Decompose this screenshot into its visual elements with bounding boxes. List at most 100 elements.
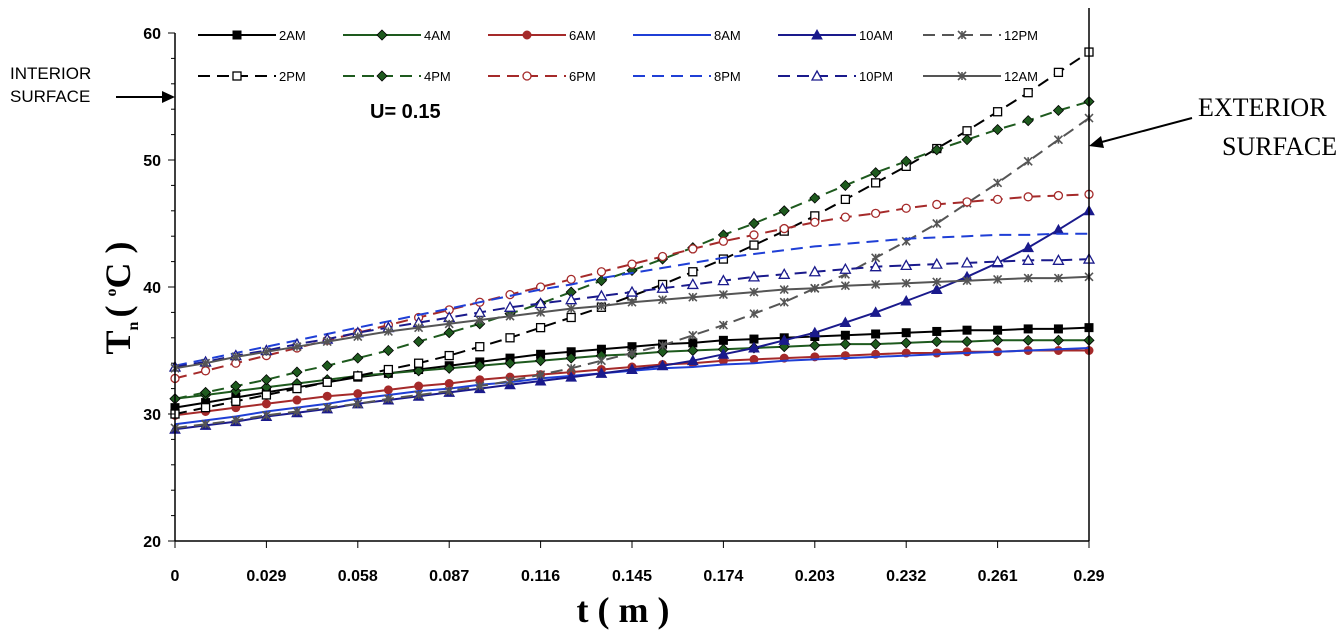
data-point (1022, 334, 1034, 346)
legend-label: 8AM (714, 28, 741, 43)
data-point (383, 394, 393, 404)
data-point (992, 194, 1003, 205)
data-point (503, 300, 517, 312)
data-point (534, 374, 547, 386)
interior-arrow-icon (116, 91, 175, 103)
data-point (718, 290, 728, 300)
data-point (957, 71, 967, 81)
data-point (901, 278, 911, 288)
data-point (231, 415, 241, 425)
data-point (718, 236, 729, 246)
data-point (536, 307, 546, 317)
series-group (168, 47, 1096, 434)
data-point (522, 71, 532, 81)
data-point (869, 260, 882, 272)
data-point (718, 320, 728, 330)
legend-label: 8PM (714, 69, 741, 84)
y-tick-label: 20 (143, 534, 161, 551)
data-point (840, 330, 850, 340)
data-point (962, 126, 972, 136)
data-point (900, 294, 913, 306)
data-point (749, 287, 759, 297)
legend-label: 6PM (569, 69, 596, 84)
data-point (718, 335, 728, 345)
data-point (383, 326, 393, 337)
data-point (414, 390, 424, 400)
data-point (778, 334, 791, 345)
data-point (475, 342, 485, 352)
data-point (656, 281, 669, 293)
data-point (1052, 223, 1065, 235)
data-point (960, 256, 974, 268)
data-point (991, 255, 1004, 267)
data-point (322, 337, 332, 347)
data-point (688, 330, 698, 340)
series-line (174, 209, 1090, 431)
data-point (992, 334, 1004, 346)
data-point (871, 279, 881, 290)
data-point (291, 366, 303, 378)
interior-surface-label-line2: SURFACE (10, 87, 90, 106)
data-point (1053, 135, 1063, 145)
data-point (808, 265, 821, 277)
data-point (565, 352, 577, 364)
data-point (900, 259, 913, 271)
y-tick-label: 50 (143, 153, 161, 170)
exterior-surface-label-line2: SURFACE (1222, 132, 1337, 161)
data-point (505, 376, 515, 386)
data-point (626, 363, 638, 375)
data-point (778, 205, 790, 217)
data-point (930, 283, 943, 295)
data-point (261, 399, 271, 409)
data-point (414, 323, 424, 333)
y-tick-label: 40 (143, 280, 161, 297)
data-point (1023, 192, 1033, 202)
data-point (627, 259, 637, 269)
x-tick-label: 0 (171, 568, 180, 585)
data-point (595, 289, 608, 301)
data-point (1022, 241, 1035, 253)
data-point (932, 199, 942, 210)
data-point (376, 70, 388, 82)
data-point (201, 419, 211, 429)
data-point (353, 389, 363, 399)
data-point (292, 406, 302, 417)
data-point (627, 297, 637, 307)
data-point (870, 167, 882, 179)
data-point (322, 391, 332, 401)
data-point (808, 326, 821, 338)
data-point (811, 28, 823, 40)
data-point (1023, 324, 1033, 334)
data-point (505, 333, 515, 343)
x-tick-label: 0.087 (429, 568, 469, 585)
data-point (232, 30, 242, 40)
data-point (1052, 104, 1064, 117)
data-point (932, 277, 942, 287)
data-point (992, 123, 1004, 136)
y-axis-label: Tn( oC ) (98, 242, 142, 355)
data-point (993, 325, 1003, 335)
data-point (749, 334, 759, 344)
data-point (627, 348, 637, 358)
data-point (870, 208, 881, 218)
data-point (565, 293, 578, 305)
x-tick-label: 0.261 (978, 568, 1018, 585)
legend-item-6am: 6AM (488, 28, 596, 43)
legend-item-10am: 10AM (778, 28, 893, 43)
data-point (230, 380, 242, 392)
data-point (595, 367, 608, 378)
data-point (839, 262, 852, 274)
data-point (565, 371, 578, 382)
data-point (522, 30, 532, 40)
data-point (992, 107, 1003, 117)
legend-item-2am: 2AM (198, 28, 306, 43)
data-point (779, 223, 789, 234)
data-point (779, 297, 789, 307)
data-point (961, 336, 973, 348)
data-point (871, 329, 881, 339)
data-point (930, 257, 943, 269)
legend-label: 4AM (424, 28, 451, 43)
data-point (932, 326, 942, 336)
legend-label: 2AM (279, 28, 306, 43)
